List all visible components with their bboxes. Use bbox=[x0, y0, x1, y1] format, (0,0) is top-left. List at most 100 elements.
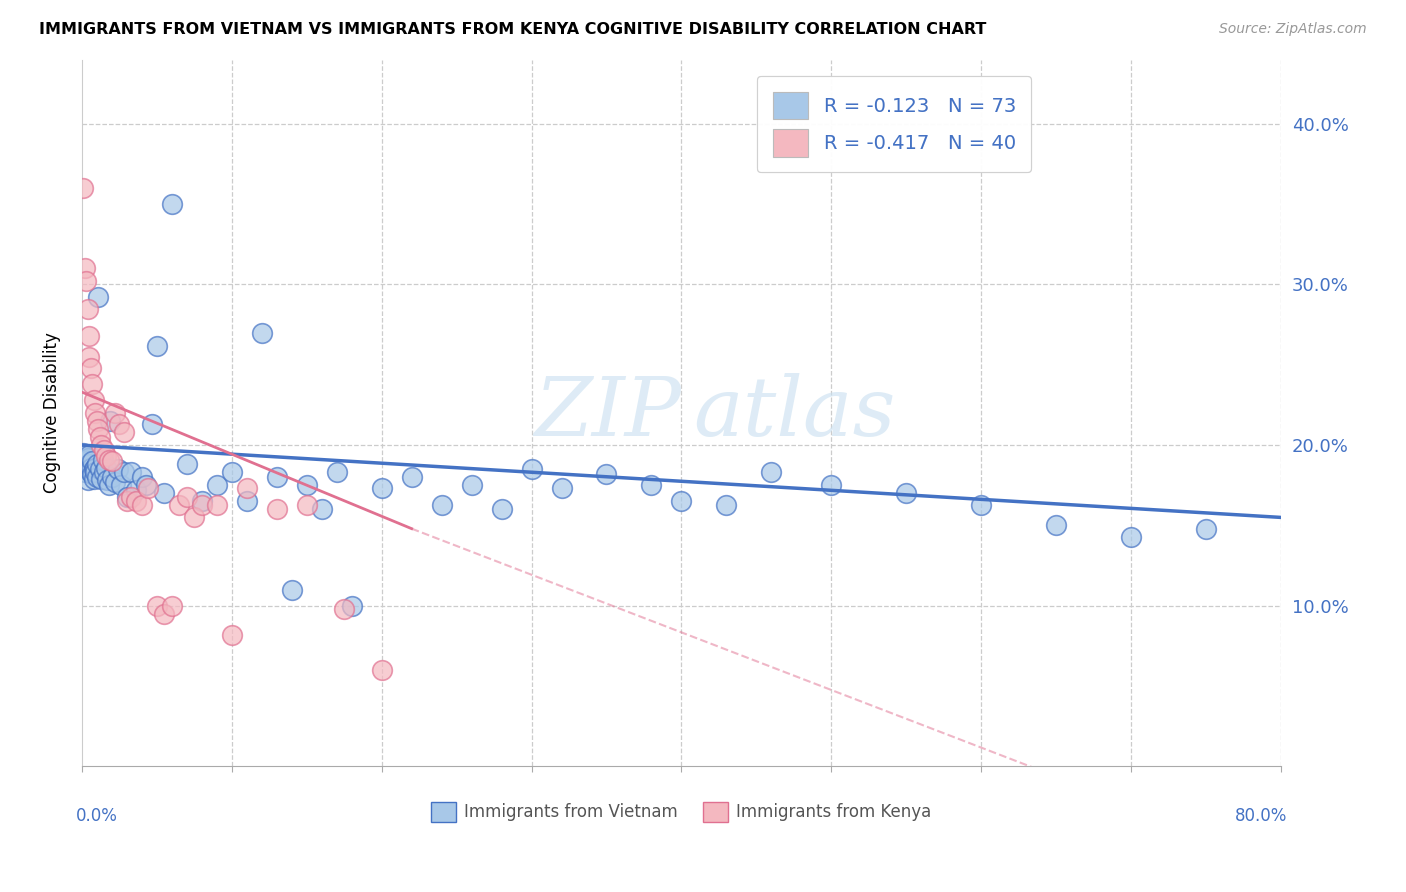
Text: ZIP: ZIP bbox=[534, 373, 682, 453]
Point bbox=[205, 478, 228, 492]
Text: atlas: atlas bbox=[693, 373, 896, 453]
Point bbox=[110, 478, 132, 492]
Point bbox=[191, 498, 214, 512]
Point bbox=[97, 478, 120, 492]
Point bbox=[86, 414, 108, 428]
Point bbox=[77, 474, 100, 488]
Point bbox=[820, 478, 842, 492]
Point bbox=[75, 454, 97, 468]
Point bbox=[970, 498, 993, 512]
Point bbox=[125, 483, 148, 497]
Point bbox=[108, 417, 131, 432]
Point bbox=[82, 377, 104, 392]
Point bbox=[1195, 522, 1218, 536]
Point bbox=[1045, 518, 1067, 533]
Point bbox=[80, 460, 103, 475]
Point bbox=[83, 393, 105, 408]
Point bbox=[153, 607, 176, 621]
Point bbox=[112, 425, 135, 440]
Point bbox=[131, 498, 153, 512]
Point bbox=[90, 472, 112, 486]
Point bbox=[520, 462, 543, 476]
Point bbox=[84, 460, 107, 475]
Point bbox=[236, 482, 259, 496]
Point bbox=[73, 466, 96, 480]
Y-axis label: Cognitive Disability: Cognitive Disability bbox=[44, 333, 60, 493]
Point bbox=[94, 450, 117, 464]
Point bbox=[82, 454, 104, 468]
Point bbox=[169, 498, 191, 512]
Point bbox=[107, 462, 129, 476]
Point bbox=[77, 450, 100, 465]
Point bbox=[97, 452, 120, 467]
Point bbox=[115, 494, 138, 508]
Point bbox=[75, 462, 97, 476]
Point bbox=[370, 663, 392, 677]
Point bbox=[430, 498, 453, 512]
Legend: R = -0.123   N = 73, R = -0.417   N = 40: R = -0.123 N = 73, R = -0.417 N = 40 bbox=[758, 77, 1032, 172]
Point bbox=[120, 490, 142, 504]
Point bbox=[205, 498, 228, 512]
Point bbox=[79, 448, 101, 462]
Point bbox=[86, 458, 108, 472]
Point bbox=[120, 466, 142, 480]
Text: IMMIGRANTS FROM VIETNAM VS IMMIGRANTS FROM KENYA COGNITIVE DISABILITY CORRELATIO: IMMIGRANTS FROM VIETNAM VS IMMIGRANTS FR… bbox=[39, 22, 987, 37]
Point bbox=[160, 197, 183, 211]
Point bbox=[176, 458, 198, 472]
Point bbox=[90, 438, 112, 452]
Point bbox=[221, 628, 243, 642]
Point bbox=[176, 490, 198, 504]
Point bbox=[115, 490, 138, 504]
Point bbox=[716, 498, 738, 512]
Point bbox=[77, 301, 100, 316]
Point bbox=[131, 470, 153, 484]
Point bbox=[100, 414, 122, 428]
Point bbox=[153, 486, 176, 500]
Point bbox=[72, 446, 94, 460]
Point bbox=[89, 430, 111, 444]
Point bbox=[266, 470, 288, 484]
Point bbox=[250, 326, 273, 340]
Point bbox=[146, 599, 169, 613]
Point bbox=[93, 442, 115, 457]
Point bbox=[136, 482, 159, 496]
Point bbox=[84, 466, 107, 480]
Point bbox=[595, 467, 617, 481]
Point bbox=[79, 350, 101, 364]
Point bbox=[141, 417, 163, 432]
Text: 80.0%: 80.0% bbox=[1234, 807, 1286, 825]
Point bbox=[79, 329, 101, 343]
Point bbox=[761, 466, 783, 480]
Text: 0.0%: 0.0% bbox=[76, 807, 118, 825]
Point bbox=[91, 452, 114, 467]
Point bbox=[104, 406, 127, 420]
Point bbox=[125, 494, 148, 508]
Point bbox=[101, 454, 124, 468]
Point bbox=[491, 502, 513, 516]
Point bbox=[183, 510, 205, 524]
Point bbox=[93, 466, 115, 480]
Point bbox=[80, 361, 103, 376]
Point bbox=[72, 181, 94, 195]
Point bbox=[333, 602, 356, 616]
Point bbox=[896, 486, 918, 500]
Point bbox=[73, 452, 96, 467]
Point bbox=[460, 478, 482, 492]
Point bbox=[135, 478, 157, 492]
Point bbox=[112, 466, 135, 480]
Point bbox=[236, 494, 259, 508]
Point bbox=[281, 582, 304, 597]
Point bbox=[160, 599, 183, 613]
Point bbox=[83, 472, 105, 486]
Point bbox=[295, 498, 318, 512]
Point bbox=[75, 274, 97, 288]
Point bbox=[191, 494, 214, 508]
Text: Source: ZipAtlas.com: Source: ZipAtlas.com bbox=[1219, 22, 1367, 37]
Point bbox=[550, 482, 572, 496]
Point bbox=[266, 502, 288, 516]
Point bbox=[146, 338, 169, 352]
Point bbox=[311, 502, 333, 516]
Point bbox=[89, 462, 111, 476]
Point bbox=[73, 261, 96, 276]
Point bbox=[1119, 530, 1142, 544]
